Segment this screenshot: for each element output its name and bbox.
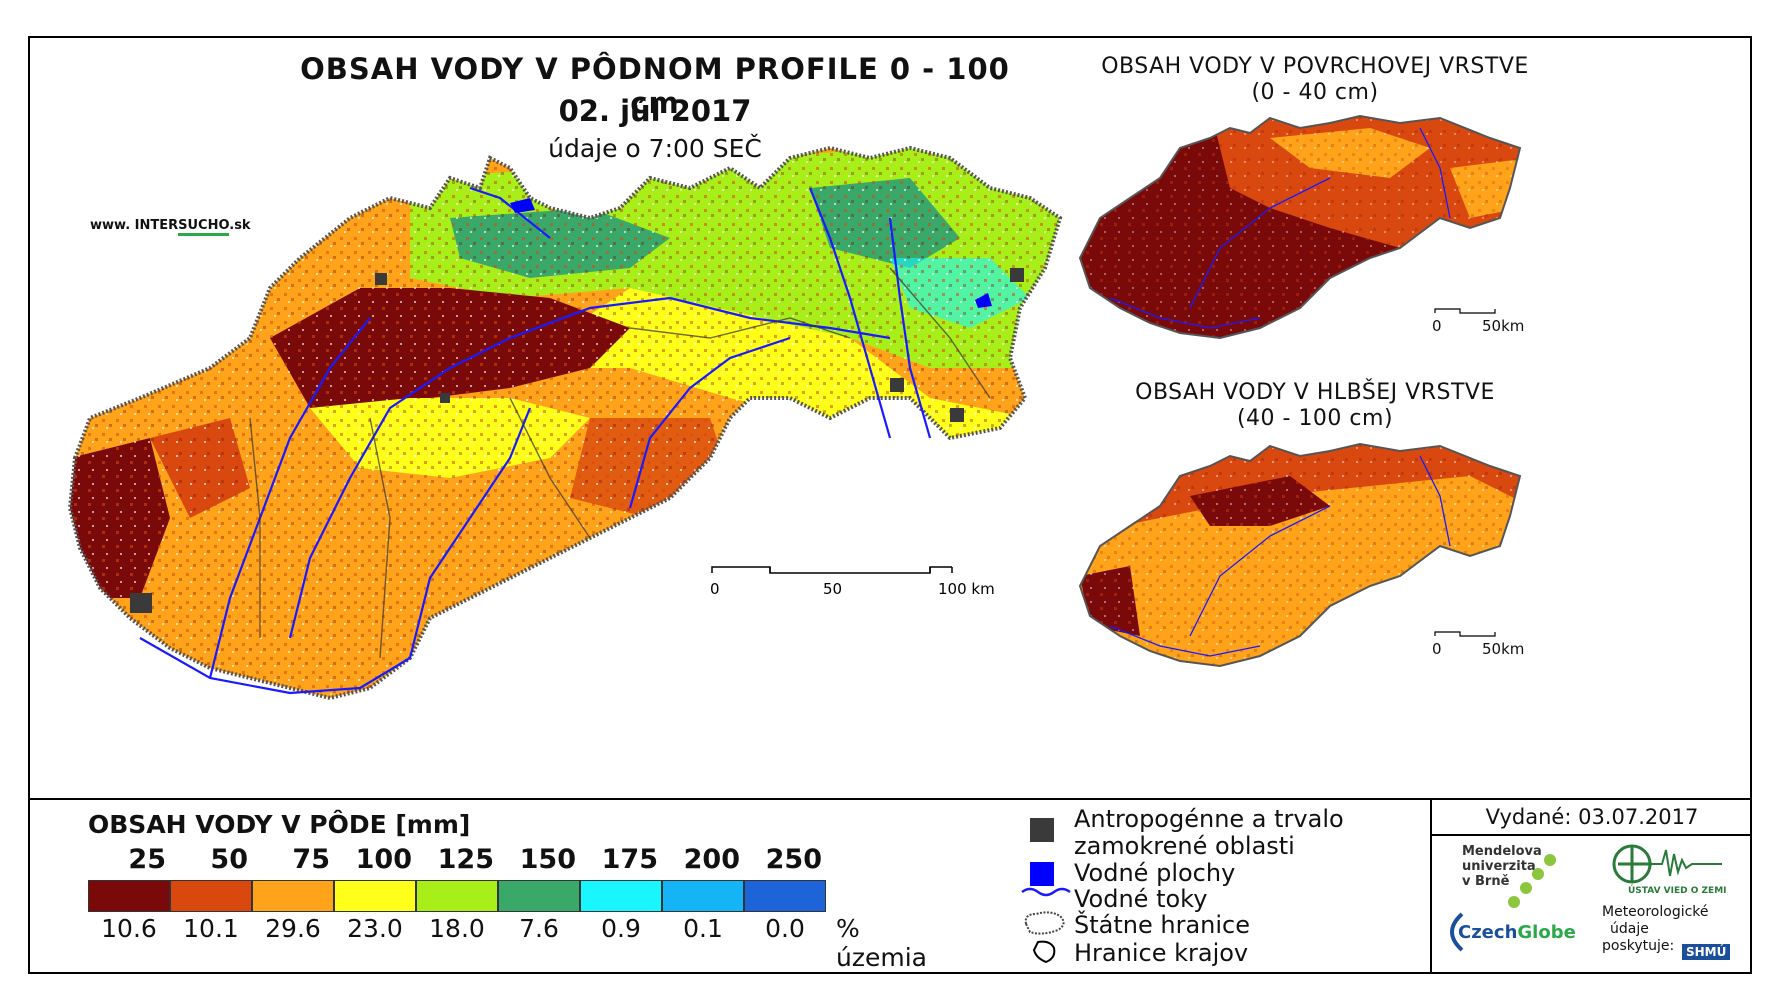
main-scale-start: 0 bbox=[710, 580, 720, 598]
mendel-dots-icon bbox=[1508, 854, 1556, 908]
region-borders bbox=[249, 267, 991, 659]
state-border-icon bbox=[1024, 911, 1065, 935]
pct-value: 10.6 bbox=[101, 914, 157, 943]
pct-value: 0.0 bbox=[765, 914, 805, 943]
main-scale-end: 100 km bbox=[938, 580, 995, 598]
anthropogenic-label: Antropogénne a trvalo zamokrené oblasti bbox=[1074, 805, 1344, 860]
bin-label: 25 bbox=[128, 844, 166, 875]
inset-top-scale-start: 0 bbox=[1432, 317, 1442, 335]
bin-label: 200 bbox=[683, 844, 740, 875]
anthropogenic-areas bbox=[130, 268, 1024, 613]
website-label[interactable]: www. INTERSUCHO.sk bbox=[90, 218, 251, 236]
legend-swatch bbox=[88, 880, 170, 912]
bin-label: 175 bbox=[601, 844, 658, 875]
river-network bbox=[139, 186, 932, 695]
legend-panel: OBSAH VODY V PÔDE [mm] 25 50 75 100 125 … bbox=[30, 798, 1752, 976]
water-body-label: Vodné plochy bbox=[1074, 859, 1236, 887]
czechglobe-logo: CzechGlobe bbox=[1458, 922, 1576, 943]
inset-bottom-scale-end: 50km bbox=[1482, 640, 1525, 658]
legend-title: OBSAH VODY V PÔDE [mm] bbox=[88, 810, 471, 839]
data-time: údaje o 7:00 SEČ bbox=[548, 134, 762, 163]
uvgz-logo-icon bbox=[1612, 844, 1722, 884]
pct-value: 10.1 bbox=[183, 914, 239, 943]
inset-top-scale-end: 50km bbox=[1482, 317, 1525, 335]
bin-label: 250 bbox=[765, 844, 822, 875]
water-bodies bbox=[510, 198, 992, 308]
pct-value: 0.9 bbox=[601, 914, 641, 943]
inset-map-deep bbox=[1078, 442, 1522, 668]
legend-swatch bbox=[334, 880, 416, 912]
pct-unit-label: % územia bbox=[836, 914, 927, 972]
pct-value: 0.1 bbox=[683, 914, 723, 943]
bin-label: 125 bbox=[437, 844, 494, 875]
pct-value: 29.6 bbox=[265, 914, 321, 943]
state-border-label: Štátne hranice bbox=[1074, 911, 1250, 939]
line-symbols bbox=[1021, 887, 1071, 964]
map-date: 02. júl 2017 bbox=[558, 94, 752, 128]
state-border-line bbox=[67, 145, 1063, 701]
meteo-credit-text: Meteorologické údaje poskytuje: bbox=[1602, 904, 1709, 954]
inset-top-subtitle: (0 - 40 cm) bbox=[1251, 80, 1379, 105]
inset-top-title: OBSAH VODY V POVRCHOVEJ VRSTVE bbox=[1101, 54, 1529, 79]
czechglobe-arc-icon bbox=[1450, 912, 1464, 952]
legend-swatch bbox=[662, 880, 744, 912]
anthropogenic-swatch bbox=[1030, 818, 1054, 842]
legend-percentages: 10.6 10.1 29.6 23.0 18.0 7.6 0.9 0.1 0.0… bbox=[88, 914, 927, 972]
stream-line-icon bbox=[1021, 887, 1071, 897]
bin-label: 75 bbox=[292, 844, 330, 875]
main-map: 0 50 100 km bbox=[67, 145, 1063, 701]
legend-swatch bbox=[744, 880, 826, 912]
bin-label: 100 bbox=[355, 844, 412, 875]
main-scale-bar bbox=[711, 566, 953, 574]
pct-value: 18.0 bbox=[429, 914, 485, 943]
inset-bottom-scale-start: 0 bbox=[1432, 640, 1442, 658]
water-body-swatch bbox=[1030, 862, 1054, 886]
mendel-logo-text: Mendelova univerzita v Brně bbox=[1462, 844, 1542, 889]
bin-label: 50 bbox=[210, 844, 248, 875]
legend-swatch bbox=[416, 880, 498, 912]
legend-swatch bbox=[498, 880, 580, 912]
inset-bottom-subtitle: (40 - 100 cm) bbox=[1236, 406, 1394, 431]
pct-value: 7.6 bbox=[519, 914, 559, 943]
legend-swatch bbox=[170, 880, 252, 912]
stream-label: Vodné toky bbox=[1074, 885, 1208, 913]
bin-label: 150 bbox=[519, 844, 576, 875]
main-scale-mid: 50 bbox=[823, 580, 842, 598]
region-border-icon bbox=[1032, 940, 1056, 964]
legend-bin-labels: 25 50 75 100 125 150 175 200 250 bbox=[80, 844, 822, 878]
legend-swatch bbox=[580, 880, 662, 912]
soil-water-raster bbox=[70, 148, 1060, 698]
map-frame: OBSAH VODY V PÔDNOM PROFILE 0 - 100 cm 0… bbox=[28, 36, 1752, 974]
legend-color-scale bbox=[88, 880, 828, 912]
pct-value: 23.0 bbox=[347, 914, 403, 943]
inset-map-surface bbox=[1078, 114, 1522, 340]
legend-swatch bbox=[252, 880, 334, 912]
region-border-label: Hranice krajov bbox=[1074, 939, 1249, 967]
inset-bottom-title: OBSAH VODY V HLBŠEJ VRSTVE bbox=[1135, 380, 1495, 405]
shmu-logo: SHMÚ bbox=[1682, 944, 1731, 960]
issue-date: Vydané: 03.07.2017 bbox=[1432, 800, 1752, 836]
uvgz-logo-text: ÚSTAV VIED O ZEMI bbox=[1628, 886, 1727, 896]
main-title: OBSAH VODY V PÔDNOM PROFILE 0 - 100 cm bbox=[300, 52, 1010, 120]
issue-panel: Vydané: 03.07.2017 Mendelova univerzita v … bbox=[1430, 800, 1752, 974]
